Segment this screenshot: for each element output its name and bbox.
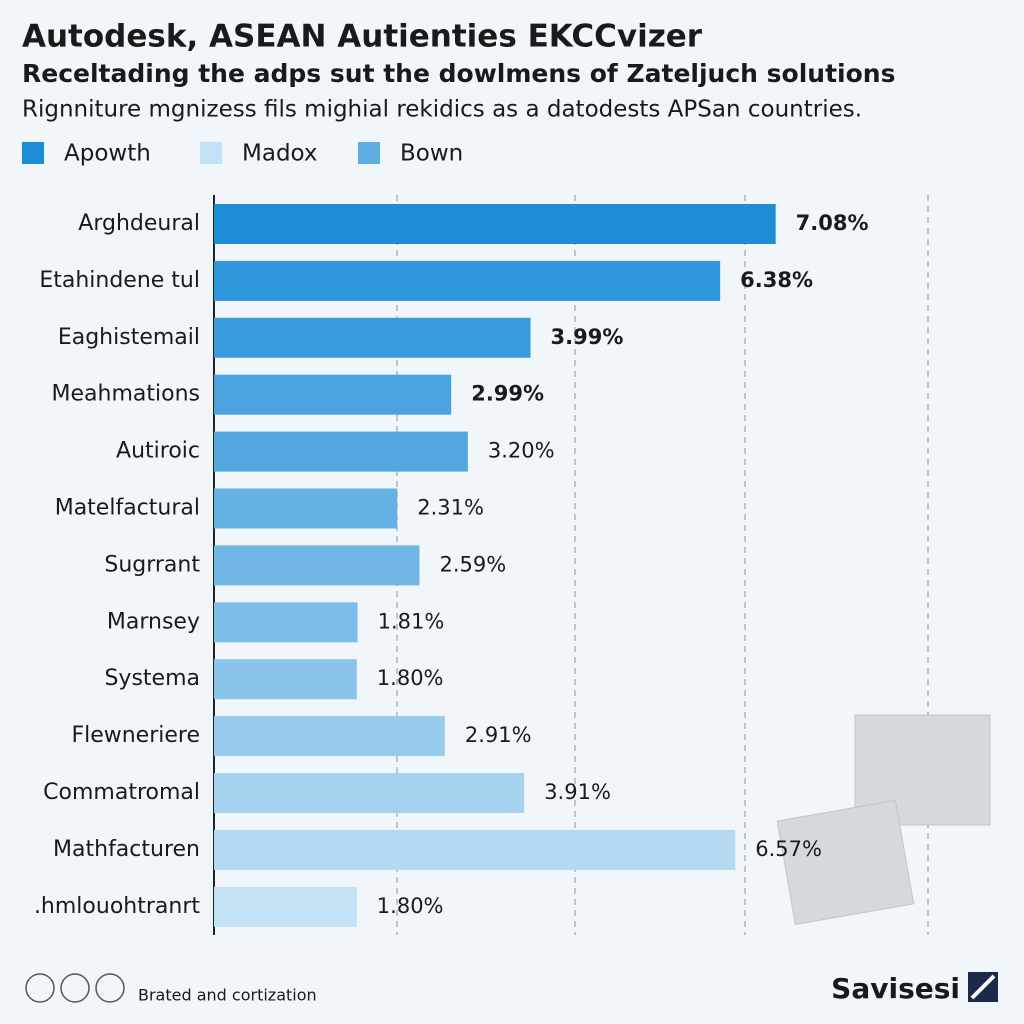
legend-swatch: [358, 142, 380, 164]
chart-title: Autodesk, ASEAN Autienties EKCCvizer: [22, 19, 703, 55]
footer-text: Brated and cortization: [138, 986, 317, 1005]
y-tick-label: Etahindene tul: [39, 268, 200, 293]
bar: [214, 659, 357, 700]
y-tick-label: Mathfacturen: [53, 837, 200, 862]
value-label: 2.59%: [439, 552, 506, 576]
y-tick-label: Autiroic: [116, 439, 200, 464]
chart-description: Rignniture mgnizess fils mighial rekidic…: [22, 97, 862, 123]
y-tick-label: Systema: [104, 666, 200, 691]
bar: [214, 317, 531, 358]
y-tick-label: Marnsey: [107, 609, 200, 634]
y-tick-label: .hmlouohtranrt: [34, 894, 200, 919]
value-label: 7.08%: [796, 211, 869, 235]
bar: [214, 545, 420, 586]
value-label: 6.38%: [740, 268, 813, 292]
y-tick-label: Sugrrant: [104, 552, 200, 577]
icon: [60, 973, 90, 1003]
value-label: 2.91%: [465, 723, 532, 747]
chart-subtitle: Receltading the adps sut the dowlmens of…: [22, 59, 895, 88]
brand-logo: [968, 972, 998, 1002]
value-label: 1.80%: [377, 666, 444, 690]
value-label: 2.31%: [417, 496, 484, 520]
bar: [214, 829, 736, 870]
icon: [95, 973, 125, 1003]
brand: Savisesi: [831, 972, 960, 1005]
y-tick-label: Matelfactural: [55, 496, 200, 521]
logo-slash: [970, 974, 996, 1000]
bar: [214, 602, 358, 643]
legend-label: Apowth: [64, 141, 151, 167]
value-label: 3.99%: [551, 325, 624, 349]
bar: [214, 204, 776, 244]
legend-swatch: [22, 142, 44, 164]
bar: [214, 374, 452, 415]
bar: [214, 488, 398, 529]
icon: [25, 973, 55, 1003]
legend-swatch: [200, 142, 222, 164]
legend-label: Madox: [242, 141, 318, 167]
value-label: 3.91%: [544, 780, 611, 804]
decoration: [776, 714, 991, 926]
value-label: 1.80%: [377, 894, 444, 918]
value-label: 1.81%: [378, 609, 445, 633]
value-label: 3.20%: [488, 439, 555, 463]
y-tick-label: Flewneriere: [71, 723, 200, 748]
y-tick-label: Commatromal: [43, 780, 200, 805]
bar: [214, 260, 721, 301]
y-tick-label: Meahmations: [52, 382, 200, 407]
legend-label: Bown: [400, 141, 463, 167]
bar: [214, 773, 525, 813]
decoration-block: [776, 799, 915, 926]
value-label: 2.99%: [471, 382, 544, 406]
y-tick-label: Eaghistemail: [58, 325, 200, 350]
bar: [214, 716, 445, 757]
bar: [214, 431, 468, 472]
value-label: 6.57%: [755, 837, 822, 861]
footer-icons: [25, 973, 125, 1003]
bar: [214, 886, 357, 927]
y-tick-label: Arghdeural: [78, 211, 200, 236]
